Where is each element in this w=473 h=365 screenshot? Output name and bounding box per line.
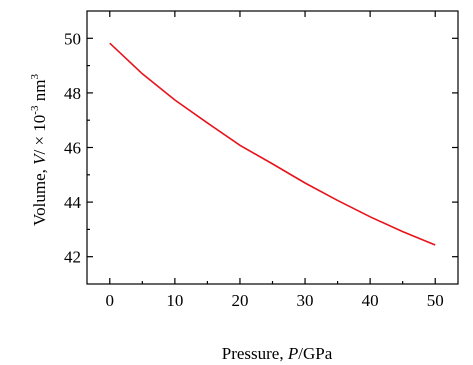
y-axis-label: Volume, V/ × 10-3 nm3: [29, 74, 49, 226]
x-tick-label: 20: [231, 291, 248, 310]
y-axis-ticks: 42 44 46 48 50: [64, 29, 458, 267]
x-tick-label: 0: [106, 291, 115, 310]
x-axis-label: Pressure, P/GPa: [222, 344, 333, 363]
plot-frame: [86, 10, 459, 285]
y-tick-label: 42: [64, 248, 81, 267]
y-tick-label: 46: [64, 139, 81, 158]
x-tick-label: 10: [166, 291, 183, 310]
series-group: [109, 42, 436, 246]
y-tick-label: 44: [64, 193, 82, 212]
series-line: [109, 42, 436, 246]
plot-border: [86, 10, 459, 285]
x-tick-label: 40: [362, 291, 379, 310]
y-tick-label: 48: [64, 84, 81, 103]
x-tick-label: 50: [427, 291, 444, 310]
x-tick-label: 30: [297, 291, 314, 310]
x-axis-ticks: 0 10 20 30 40 50: [106, 11, 444, 310]
y-tick-label: 50: [64, 29, 81, 48]
